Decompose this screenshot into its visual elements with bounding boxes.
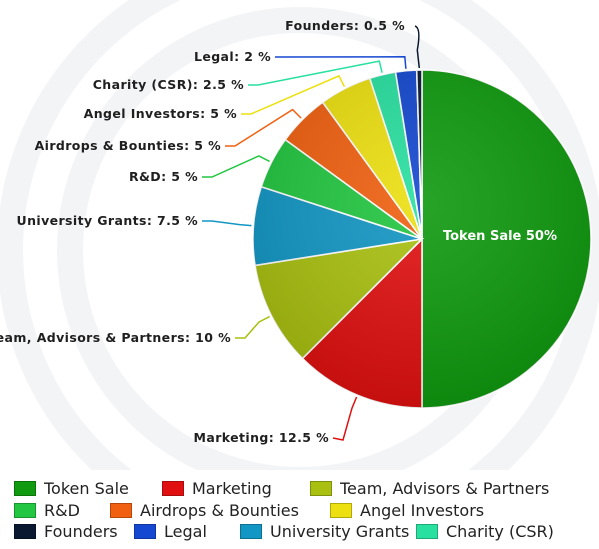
leader-line-marketing <box>332 396 358 441</box>
callout-label-marketing: Marketing: 12.5 % <box>194 430 330 445</box>
legend-label: R&D <box>44 500 80 520</box>
legend-row: Founders Legal University Grants Charity (C… <box>14 521 599 543</box>
callout-label-legal: Legal: 2 % <box>194 49 271 64</box>
legend-label: Airdrops & Bounties <box>140 500 299 520</box>
legend-label: Token Sale <box>44 479 129 499</box>
legend-row: Token Sale Marketing Team, Advisors & Part… <box>14 478 599 500</box>
legend-label: University Grants <box>270 522 410 542</box>
legend-swatch <box>134 524 156 540</box>
legend-item-airdrops-bounties: Airdrops & Bounties <box>110 501 299 520</box>
legend-swatch <box>162 481 184 497</box>
legend-item-marketing: Marketing <box>162 479 272 498</box>
callout-label-airdrops-bounties: Airdrops & Bounties: 5 % <box>35 138 222 153</box>
legend-label: Charity (CSR) <box>446 522 554 542</box>
legend-item-university-grants: University Grants <box>240 522 409 541</box>
legend-item-token-sale: Token Sale <box>14 479 129 498</box>
legend-item-legal: Legal <box>134 522 207 541</box>
slice-label-token-sale: Token Sale 50% <box>443 229 557 244</box>
legend-swatch <box>110 502 132 518</box>
legend-item-r-d: R&D <box>14 501 80 520</box>
legend-swatch <box>14 502 36 518</box>
callout-label-founders: Founders: 0.5 % <box>285 18 405 33</box>
leader-line-team-advisors-partners <box>235 315 270 339</box>
legend-label: Team, Advisors & Partners <box>340 479 550 499</box>
callout-label-team-advisors-partners: eam, Advisors & Partners: 10 % <box>0 330 231 345</box>
legend-label: Angel Investors <box>360 500 485 520</box>
pie-chart: Token Sale 50% Marketing: 12.5 % eam, Advi… <box>0 0 599 470</box>
legend-label: Marketing <box>192 479 272 499</box>
leader-line-airdrops-bounties <box>225 108 302 147</box>
legend-row: R&D Airdrops & Bounties Angel Investors <box>14 500 599 522</box>
callout-label-r-d: R&D: 5 % <box>129 169 198 184</box>
leader-line-angel-investors <box>241 74 346 115</box>
legend-item-founders: Founders <box>14 522 118 541</box>
leader-line-university-grants <box>202 220 252 227</box>
callout-leader-lines <box>202 25 421 441</box>
leader-line-founders <box>414 25 421 69</box>
leader-line-legal <box>275 56 407 69</box>
callout-label-charity-csr-: Charity (CSR): 2.5 % <box>93 77 244 92</box>
callout-labels: Token Sale 50% Marketing: 12.5 % eam, Advi… <box>0 18 557 445</box>
legend: Token Sale Marketing Team, Advisors & Part… <box>14 478 599 543</box>
legend-item-angel-investors: Angel Investors <box>330 501 484 520</box>
pie-chart-svg: Token Sale 50% Marketing: 12.5 % eam, Advi… <box>0 0 599 470</box>
legend-swatch <box>416 524 438 540</box>
legend-swatch <box>14 481 36 497</box>
legend-item-team-advisors-partners: Team, Advisors & Partners <box>310 479 549 498</box>
legend-swatch <box>330 502 352 518</box>
legend-swatch <box>310 481 332 497</box>
leader-line-charity-csr- <box>248 60 383 86</box>
callout-label-university-grants: University Grants: 7.5 % <box>17 213 199 228</box>
legend-label: Founders <box>44 522 118 542</box>
legend-swatch <box>14 524 36 540</box>
leader-line-r-d <box>202 155 270 178</box>
legend-swatch <box>240 524 262 540</box>
legend-label: Legal <box>164 522 207 542</box>
callout-label-angel-investors: Angel Investors: 5 % <box>84 106 237 121</box>
legend-item-charity-csr-: Charity (CSR) <box>416 522 554 541</box>
